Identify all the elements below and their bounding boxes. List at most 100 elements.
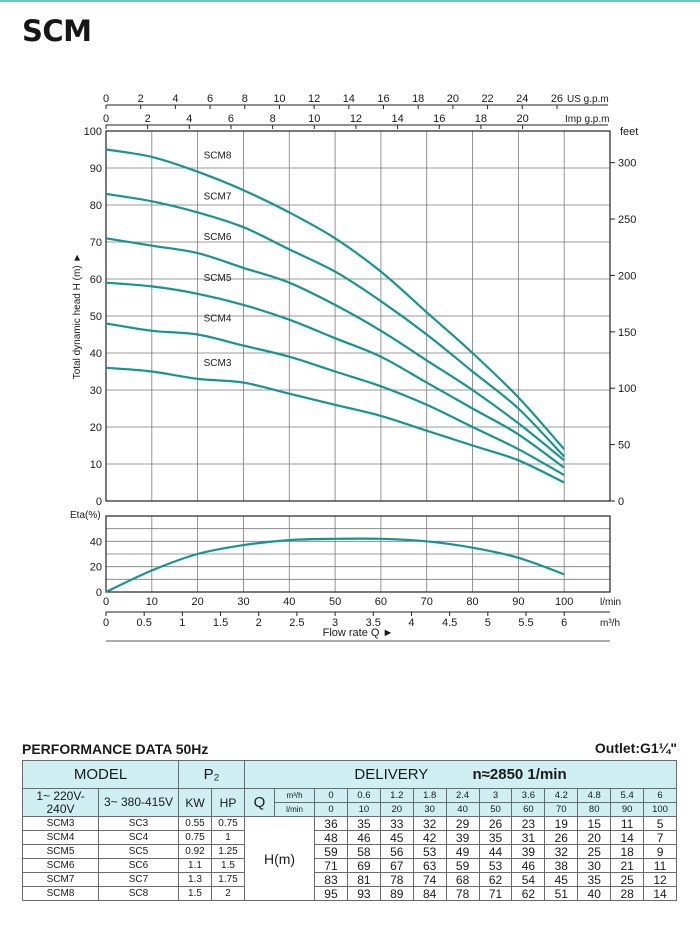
table-row: SCM3 SC3 0.55 0.75 H(m) 36 35 33 32 29 26 23 19 15 11 5 [22,816,677,901]
m3h-tick-label: 4 [408,617,414,629]
head-value-cell: 53 [478,858,513,873]
delivery-label: DELIVERY [354,765,429,783]
head-value-cell: 62 [511,886,546,901]
head-value-cell: 5 [643,816,677,831]
head-value-cell: 46 [511,858,546,873]
model-3phase-cell: SC7 [98,872,179,887]
x-axis-label: Flow rate Q ► [323,627,394,639]
head-value-cell: 78 [379,872,414,887]
outlet-size: Outlet:G1¼" [594,740,677,756]
feet-tick-label: 100 [618,383,636,395]
eta-plot-frame [105,515,611,593]
y-tick-label: 70 [90,237,102,249]
head-value-cell: 39 [445,830,480,845]
head-value-cell: 45 [544,872,579,887]
delivery-header: DELIVERY n≈2850 1/min [244,760,677,789]
head-value-cell: 95 [314,886,348,901]
q-unit-lmin: l/min [274,802,316,817]
head-value-cell: 53 [412,844,447,859]
m3h-tick-label: 0 [103,617,109,629]
imp-gpm-tick-label: 12 [350,113,362,125]
curve-label-scm3: SCM3 [204,358,232,369]
us-gpm-tick-label: 14 [343,93,355,105]
us-gpm-tick-label: 10 [273,93,285,105]
head-value-cell: 83 [314,872,348,887]
head-value-cell: 62 [478,872,513,887]
us-gpm-tick-label: 8 [242,93,248,105]
feet-tick-label: 300 [618,158,636,170]
performance-table: MODEL P₂ DELIVERY n≈2850 1/min 1~ 220V-2… [22,760,677,901]
pump-performance-chart: 0 2 4 6 8 10 12 14 16 18 20 22 24 260 2 4 6 8 10 12 14 16 18 20… [70,93,638,642]
head-value-cell: 19 [544,816,579,831]
plot-frame [105,130,611,502]
us-gpm-tick-label: 20 [447,93,459,105]
head-value-cell: 71 [314,858,348,873]
hp-cell: 1.5 [210,858,246,873]
y-tick-label: 10 [90,459,102,471]
imp-gpm-tick-label: 6 [228,113,234,125]
head-value-cell: 21 [610,858,645,873]
feet-tick-label: 50 [618,440,630,452]
model-1phase-cell: SCM8 [22,886,99,901]
x-tick-label: 80 [466,596,478,608]
us-gpm-tick-label: 4 [172,93,178,105]
m3h-tick-label: 3 [332,617,338,629]
y-tick-label: 100 [84,126,102,138]
curve-label-scm4: SCM4 [204,314,232,325]
curve-label-scm8: SCM8 [204,151,232,162]
table-row: SCM8 SC8 1.5 2 95 93 89 84 78 71 62 51 40 28 14 [22,886,677,901]
q-lmin-cell: 50 [478,802,513,817]
imp-gpm-unit: Imp g.p.m [565,114,609,125]
us-gpm-tick-label: 2 [138,93,144,105]
q-lmin-cell: 20 [379,802,414,817]
head-value-cell: 38 [544,858,579,873]
head-value-cell: 30 [577,858,612,873]
model-header: MODEL [22,760,179,789]
imp-gpm-tick-label: 20 [516,113,528,125]
head-value-cell: 23 [511,816,546,831]
x-unit-label: l/min [600,597,621,608]
kw-cell: 0.55 [178,816,212,831]
imp-gpm-tick-label: 16 [433,113,445,125]
us-gpm-unit: US g.p.m [567,94,609,105]
head-value-cell: 33 [379,816,414,831]
head-value-cell: 68 [445,872,480,887]
head-value-cell: 25 [610,872,645,887]
x-tick-label: 70 [421,596,433,608]
x-tick-label: 50 [329,596,341,608]
us-gpm-tick-label: 24 [516,93,528,105]
head-value-cell: 15 [577,816,612,831]
us-gpm-tick-label: 22 [481,93,493,105]
m3h-tick-label: 4.5 [442,617,457,629]
head-value-cell: 35 [478,830,513,845]
model-3phase-cell: SC6 [98,858,179,873]
us-gpm-tick-label: 26 [551,93,563,105]
head-value-cell: 29 [445,816,480,831]
x-tick-label: 20 [192,596,204,608]
m3h-unit-label: m³/h [600,618,620,629]
us-gpm-tick-label: 0 [103,93,109,105]
m3h-tick-label: 2 [256,617,262,629]
single-phase-header: 1~ 220V-240V [22,788,99,817]
q-lmin-cell: 100 [643,802,677,817]
q-lmin-cell: 80 [577,802,612,817]
imp-gpm-tick-label: 14 [391,113,403,125]
x-tick-label: 40 [283,596,295,608]
table-row: SCM4 SC4 0.75 1 48 46 45 42 39 35 31 26 20 14 7 [22,830,677,845]
speed-label: n≈2850 1/min [472,765,567,783]
head-value-cell: 14 [610,830,645,845]
curve-scm8 [105,148,566,450]
feet-tick-label: 200 [618,270,636,282]
y-tick-label: 90 [90,163,102,175]
head-value-cell: 74 [412,872,447,887]
table-row: SCM6 SC6 1.1 1.5 71 69 67 63 59 53 46 38 30 21 11 [22,858,677,873]
feet-unit: feet [620,126,638,138]
head-value-cell: 42 [412,830,447,845]
q-lmin-cell: 30 [412,802,447,817]
head-value-cell: 26 [544,830,579,845]
x-tick-label: 10 [146,596,158,608]
head-value-cell: 63 [412,858,447,873]
imp-gpm-tick-label: 0 [103,113,109,125]
q-lmin-cell: 60 [511,802,546,817]
hp-cell: 1.25 [210,844,246,859]
